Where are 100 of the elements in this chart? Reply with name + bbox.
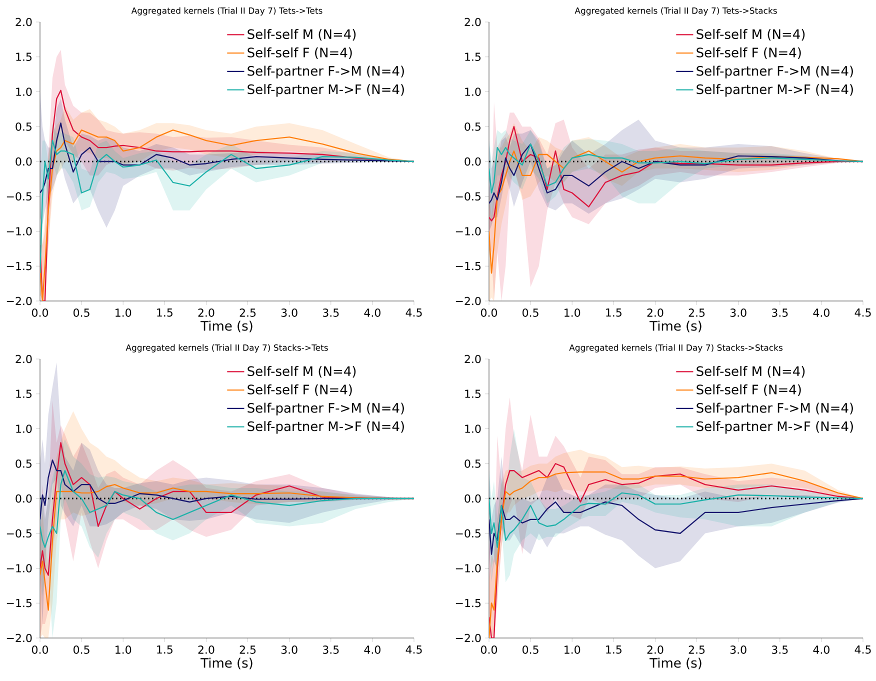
y-tick-label: 1.5	[16, 52, 32, 61]
x-tick-label: 0.0	[32, 646, 48, 654]
x-tick-label: 0.5	[74, 308, 90, 317]
x-tick-label: 3.5	[772, 646, 788, 654]
y-tick-label: −1.0	[6, 564, 32, 572]
legend-label: Self-partner F->M (N=4)	[248, 402, 404, 416]
x-tick-label: 0.0	[480, 308, 498, 317]
legend-label: Self-partner F->M (N=4)	[696, 402, 853, 416]
y-tick-label: 0.0	[464, 157, 481, 166]
x-tick-label: 0.5	[522, 646, 538, 654]
x-tick-label: 3.0	[730, 308, 746, 317]
y-tick-label: −2.0	[6, 296, 32, 306]
x-tick-label: 1.0	[564, 308, 580, 317]
x-axis-title: Time (s)	[650, 320, 702, 332]
y-tick-label: −1.0	[456, 564, 481, 572]
legend-label: Self-self M (N=4)	[696, 28, 805, 41]
x-axis-title: Time (s)	[200, 658, 252, 670]
x-tick-label: 3.0	[281, 646, 298, 654]
x-axis-title: Time (s)	[650, 658, 702, 670]
y-tick-label: 0.0	[16, 157, 32, 166]
legend-label: Self-partner M->F (N=4)	[696, 421, 853, 434]
legend-label: Self-partner M->F (N=4)	[248, 84, 404, 97]
y-tick-label: 0.0	[16, 494, 32, 503]
legend-label: Self-partner F->M (N=4)	[248, 66, 404, 78]
chart-title: Aggregated kernels (Trial II Day 7) Stacks->Stacks	[569, 344, 783, 352]
line-series	[489, 143, 863, 194]
y-tick-label: 2.0	[16, 354, 32, 364]
legend-label: Self-partner M->F (N=4)	[696, 84, 853, 97]
legend-label: Self-self F (N=4)	[696, 47, 801, 59]
x-tick-label: 3.0	[730, 646, 746, 654]
x-tick-label: 1.5	[157, 308, 172, 317]
x-tick-label: 3.0	[281, 308, 298, 317]
y-tick-label: 1.0	[16, 88, 32, 96]
y-tick-label: −0.5	[6, 192, 32, 201]
x-tick-label: 0.0	[32, 308, 48, 317]
line-series	[489, 498, 863, 555]
legend-label: Self-self M (N=4)	[696, 366, 805, 378]
x-tick-label: 0.0	[480, 646, 498, 654]
y-tick-label: 0.5	[464, 459, 481, 468]
x-tick-label: 2.5	[240, 308, 256, 317]
y-tick-label: 0.0	[464, 494, 481, 503]
x-tick-label: 4.0	[364, 646, 380, 654]
legend-label: Self-partner M->F (N=4)	[248, 421, 404, 434]
x-tick-label: 4.5	[406, 646, 422, 654]
x-tick-label: 4.5	[854, 646, 871, 654]
x-tick-label: 2.0	[198, 646, 214, 654]
x-tick-label: 2.5	[688, 308, 705, 317]
y-tick-label: −0.5	[456, 529, 481, 538]
y-tick-label: 0.5	[16, 122, 32, 131]
x-tick-label: 4.0	[813, 308, 830, 317]
x-tick-label: 2.0	[647, 308, 664, 317]
x-tick-label: 2.0	[198, 308, 214, 317]
y-tick-label: 1.5	[465, 390, 481, 398]
y-tick-label: −1.0	[456, 227, 481, 236]
x-tick-label: 1.0	[116, 646, 132, 654]
y-tick-label: 2.0	[464, 18, 481, 26]
x-tick-label: 0.5	[74, 646, 90, 654]
legend-label: Self-self F (N=4)	[248, 47, 352, 59]
y-tick-label: 2.0	[16, 18, 32, 26]
y-tick-label: −1.5	[456, 599, 481, 608]
line-series	[40, 140, 414, 274]
y-tick-label: −1.5	[456, 262, 481, 270]
y-tick-label: −2.0	[456, 296, 481, 306]
x-tick-label: 1.5	[606, 646, 622, 654]
x-tick-label: 4.0	[813, 646, 830, 654]
chart-title: Aggregated kernels (Trial II Day 7) Tets->Tets	[131, 7, 322, 16]
x-tick-label: 1.5	[157, 646, 172, 654]
x-tick-label: 3.5	[322, 646, 339, 654]
y-tick-label: 1.0	[465, 88, 481, 96]
x-tick-label: 3.5	[772, 308, 788, 317]
y-tick-label: −1.0	[6, 227, 32, 236]
y-tick-label: 0.5	[16, 459, 32, 468]
x-tick-label: 4.0	[364, 308, 380, 317]
y-tick-label: −2.0	[6, 634, 32, 642]
y-tick-label: −1.5	[6, 262, 32, 270]
y-tick-label: −1.5	[6, 599, 32, 608]
y-tick-label: 1.5	[465, 52, 481, 61]
chart-title: Aggregated kernels (Trial II Day 7) Tets->Stacks	[574, 7, 777, 16]
x-tick-label: 3.5	[322, 308, 339, 317]
x-tick-label: 1.0	[116, 308, 132, 317]
y-tick-label: −2.0	[456, 634, 481, 642]
x-tick-label: 4.5	[854, 308, 871, 317]
legend-label: Self-self F (N=4)	[248, 384, 352, 396]
y-tick-label: 1.0	[16, 424, 32, 433]
x-tick-label: 2.5	[688, 646, 705, 654]
y-tick-label: 0.5	[464, 122, 481, 131]
chart-title: Aggregated kernels (Trial II Day 7) Stacks->Tets	[126, 344, 328, 352]
legend-label: Self-self M (N=4)	[248, 366, 356, 378]
x-axis-title: Time (s)	[200, 320, 252, 332]
x-tick-label: 0.5	[522, 308, 538, 317]
legend-label: Self-self M (N=4)	[248, 28, 356, 41]
x-tick-label: 2.0	[647, 646, 664, 654]
y-tick-label: 1.5	[16, 390, 32, 398]
y-tick-label: −0.5	[456, 192, 481, 201]
legend-label: Self-self F (N=4)	[696, 384, 801, 396]
x-tick-label: 4.5	[406, 308, 422, 317]
y-tick-label: −0.5	[6, 529, 32, 538]
x-tick-label: 1.5	[606, 308, 622, 317]
y-tick-label: 1.0	[465, 424, 481, 433]
legend-label: Self-partner F->M (N=4)	[696, 66, 853, 78]
